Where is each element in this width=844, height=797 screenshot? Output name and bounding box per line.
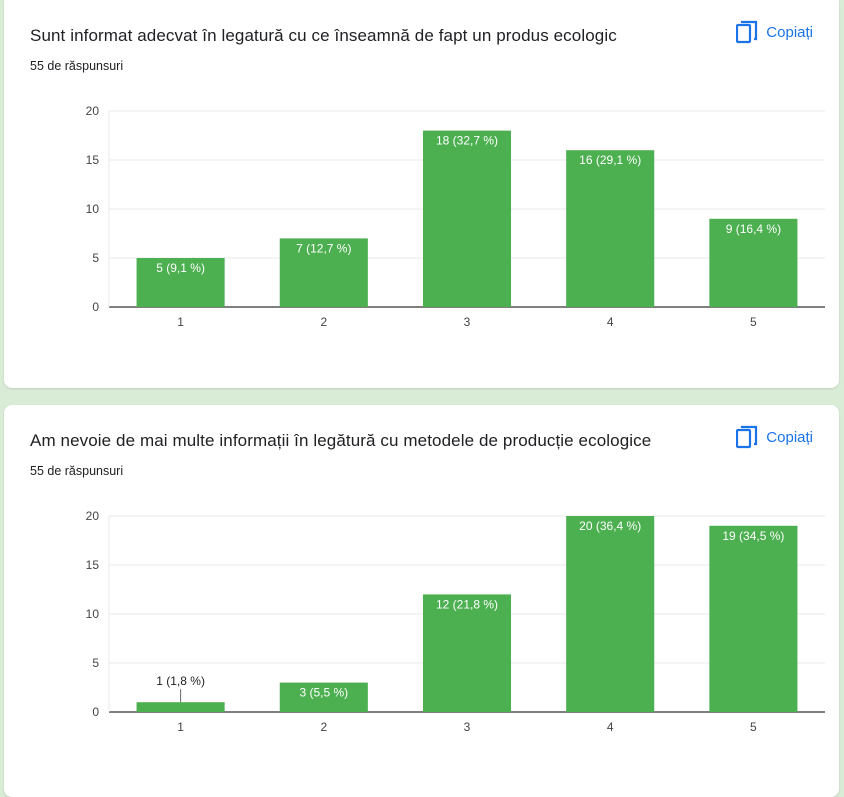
question-title: Sunt informat adecvat în legatură cu ce … <box>30 26 617 45</box>
copy-icon <box>736 20 758 44</box>
bar-data-label: 5 (9,1 %) <box>156 261 205 275</box>
question-title: Am nevoie de mai multe informații în leg… <box>30 431 652 450</box>
y-tick-label: 10 <box>86 202 100 216</box>
response-count: 55 de răspunsuri <box>30 59 124 73</box>
bar[interactable] <box>136 702 225 712</box>
x-tick-label: 2 <box>320 315 327 329</box>
bar[interactable] <box>709 218 798 307</box>
bar[interactable] <box>279 238 368 307</box>
copy-label: Copiați <box>766 23 813 41</box>
bar[interactable] <box>136 258 225 307</box>
question-card-2: Am nevoie de mai multe informații în leg… <box>4 405 839 797</box>
bar[interactable] <box>566 516 655 712</box>
x-tick-label: 5 <box>750 315 757 329</box>
bar[interactable] <box>279 682 368 712</box>
bar-data-label: 3 (5,5 %) <box>299 686 348 700</box>
x-tick-label: 1 <box>177 720 184 734</box>
bar-data-label: 20 (36,4 %) <box>579 519 641 533</box>
bar-data-label: 7 (12,7 %) <box>296 241 351 255</box>
bar-chart: 0 5 10 15 20 1 (1,8 %) 1 3 (5,5 %) 2 12 (21,8 %) 3… <box>86 509 825 734</box>
x-tick-label: 3 <box>464 315 471 329</box>
y-tick-label: 0 <box>92 300 99 314</box>
y-tick-label: 20 <box>86 509 100 523</box>
bar[interactable] <box>566 150 655 307</box>
bar[interactable] <box>422 130 512 307</box>
bar-chart: 0 5 10 15 20 5 (9,1 %) 1 7 (12,7 %) 2 18 (32,7 %)… <box>86 104 825 329</box>
y-tick-label: 15 <box>86 558 100 572</box>
bar-data-label: 16 (29,1 %) <box>579 153 641 167</box>
x-tick-label: 2 <box>320 720 327 734</box>
bar-data-label: 1 (1,8 %) <box>156 674 205 688</box>
x-tick-label: 4 <box>607 315 614 329</box>
y-tick-label: 0 <box>92 705 99 719</box>
copy-icon <box>736 425 758 449</box>
copy-label: Copiați <box>766 428 813 446</box>
bar[interactable] <box>422 594 512 712</box>
x-tick-label: 4 <box>607 720 614 734</box>
y-tick-label: 10 <box>86 607 100 621</box>
x-tick-label: 1 <box>177 315 184 329</box>
y-tick-label: 5 <box>92 251 99 265</box>
question-card-1: Sunt informat adecvat în legatură cu ce … <box>4 0 839 388</box>
y-tick-label: 5 <box>92 656 99 670</box>
copy-button[interactable]: Copiați <box>736 425 813 449</box>
bar-data-label: 18 (32,7 %) <box>436 134 498 148</box>
y-tick-label: 15 <box>86 153 100 167</box>
copy-button[interactable]: Copiați <box>736 20 813 44</box>
bar-data-label: 9 (16,4 %) <box>726 222 781 236</box>
bar[interactable] <box>709 525 798 712</box>
response-count: 55 de răspunsuri <box>30 464 124 478</box>
x-tick-label: 3 <box>464 720 471 734</box>
bar-data-label: 19 (34,5 %) <box>722 529 784 543</box>
x-tick-label: 5 <box>750 720 757 734</box>
bar-data-label: 12 (21,8 %) <box>436 597 498 611</box>
y-tick-label: 20 <box>86 104 100 118</box>
